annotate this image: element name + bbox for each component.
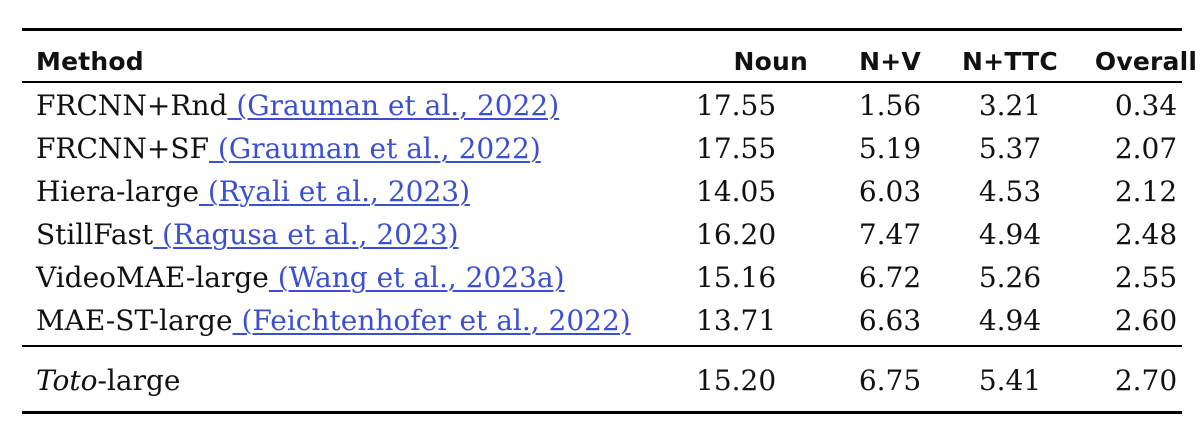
table-header-row: Method Noun N+V N+TTC Overall — [36, 42, 1197, 82]
table-row: VideoMAE-large (Wang et al., 2023a) 15.1… — [36, 258, 1182, 298]
table-row: StillFast (Ragusa et al., 2023) 16.20 7.… — [36, 215, 1182, 255]
nttc-value: 5.26 — [978, 261, 1042, 294]
noun-value: 13.71 — [696, 304, 777, 337]
table-row: FRCNN+Rnd (Grauman et al., 2022) 17.55 1… — [36, 86, 1182, 126]
citation-link[interactable]: (Feichtenhofer et al., 2022) — [232, 304, 631, 337]
citation-link[interactable]: (Grauman et al., 2022) — [209, 132, 541, 165]
noun-value: 15.20 — [696, 364, 777, 397]
table-row: Hiera-large (Ryali et al., 2023) 14.05 6… — [36, 172, 1182, 212]
nttc-value: 4.94 — [978, 218, 1042, 251]
citation-link[interactable]: (Grauman et al., 2022) — [227, 89, 560, 122]
method-name-suffix: -large — [97, 364, 181, 397]
header-overall: Overall — [1094, 47, 1198, 76]
nttc-value: 5.41 — [978, 364, 1042, 397]
table-top-rule — [22, 28, 1182, 31]
header-nttc: N+TTC — [962, 47, 1058, 76]
table-bottom-rule — [22, 411, 1182, 414]
noun-value: 14.05 — [696, 175, 777, 208]
noun-value: 17.55 — [696, 89, 777, 122]
method-name: StillFast — [36, 218, 154, 251]
method-cell: StillFast (Ragusa et al., 2023) — [36, 215, 459, 255]
nv-value: 1.56 — [858, 89, 922, 122]
header-method: Method — [36, 47, 144, 76]
nv-value: 5.19 — [858, 132, 922, 165]
method-name: FRCNN+SF — [36, 132, 210, 165]
method-cell: MAE-ST-large (Feichtenhofer et al., 2022… — [36, 301, 631, 341]
nv-value: 7.47 — [858, 218, 922, 251]
nv-value: 6.63 — [858, 304, 922, 337]
nttc-value: 3.21 — [978, 89, 1042, 122]
table-row: FRCNN+SF (Grauman et al., 2022) 17.55 5.… — [36, 129, 1182, 169]
table-row-final: Toto-large 15.20 6.75 5.41 2.70 — [36, 361, 1182, 401]
overall-value: 0.34 — [1114, 89, 1178, 122]
overall-value: 2.12 — [1114, 175, 1178, 208]
method-name: Hiera-large — [36, 175, 200, 208]
citation-link[interactable]: (Wang et al., 2023a) — [268, 261, 565, 294]
noun-value: 15.16 — [696, 261, 777, 294]
nv-value: 6.75 — [858, 364, 922, 397]
method-name-italic: Toto — [36, 364, 98, 397]
overall-value: 2.55 — [1114, 261, 1178, 294]
table-header-rule — [22, 81, 1182, 83]
header-nv: N+V — [859, 47, 921, 76]
method-cell: FRCNN+SF (Grauman et al., 2022) — [36, 129, 541, 169]
table-row: MAE-ST-large (Feichtenhofer et al., 2022… — [36, 301, 1182, 341]
nv-value: 6.03 — [858, 175, 922, 208]
method-name: FRCNN+Rnd — [36, 89, 228, 122]
citation-link[interactable]: (Ryali et al., 2023) — [199, 175, 471, 208]
method-name: VideoMAE-large — [36, 261, 269, 294]
nv-value: 6.72 — [858, 261, 922, 294]
table-section-rule — [22, 345, 1182, 347]
citation-link[interactable]: (Ragusa et al., 2023) — [153, 218, 459, 251]
header-noun: Noun — [733, 47, 808, 76]
nttc-value: 4.53 — [978, 175, 1042, 208]
method-cell: FRCNN+Rnd (Grauman et al., 2022) — [36, 86, 559, 126]
method-cell: VideoMAE-large (Wang et al., 2023a) — [36, 258, 565, 298]
nttc-value: 5.37 — [978, 132, 1042, 165]
method-cell: Toto-large — [36, 361, 180, 401]
nttc-value: 4.94 — [978, 304, 1042, 337]
noun-value: 17.55 — [696, 132, 777, 165]
noun-value: 16.20 — [696, 218, 777, 251]
method-cell: Hiera-large (Ryali et al., 2023) — [36, 172, 470, 212]
overall-value: 2.70 — [1114, 364, 1178, 397]
overall-value: 2.48 — [1114, 218, 1178, 251]
overall-value: 2.60 — [1114, 304, 1178, 337]
method-name: MAE-ST-large — [36, 304, 233, 337]
overall-value: 2.07 — [1114, 132, 1178, 165]
